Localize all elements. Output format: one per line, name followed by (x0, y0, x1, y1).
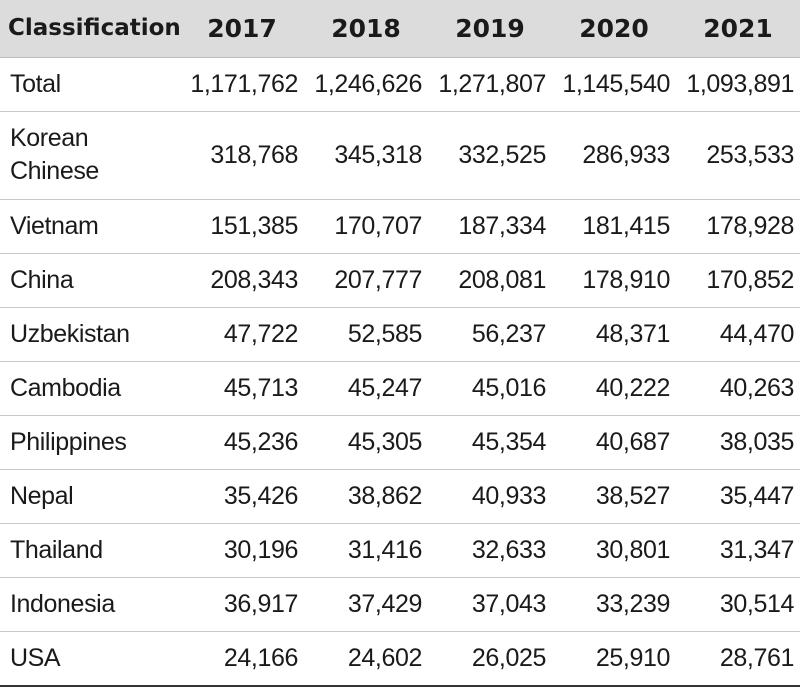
table-cell: 40,933 (428, 469, 552, 524)
table-cell: 345,318 (304, 111, 428, 200)
table-cell: 28,761 (676, 631, 800, 687)
table-cell: 26,025 (428, 631, 552, 687)
table-cell: 45,354 (428, 415, 552, 470)
table-cell: 207,777 (304, 253, 428, 308)
table-cell: 37,429 (304, 577, 428, 632)
table-cell: 31,416 (304, 523, 428, 578)
table-cell: 1,171,762 (180, 57, 304, 112)
column-header-2019: 2019 (428, 0, 552, 58)
table-cell: 178,928 (676, 199, 800, 254)
table-cell: 35,447 (676, 469, 800, 524)
table-row: Vietnam 151,385 170,707 187,334 181,415 178,9… (0, 199, 800, 254)
table-cell: 151,385 (180, 199, 304, 254)
table-cell: 45,305 (304, 415, 428, 470)
table-cell: 38,862 (304, 469, 428, 524)
table-cell: 38,035 (676, 415, 800, 470)
table-cell: 31,347 (676, 523, 800, 578)
table-cell: 24,166 (180, 631, 304, 687)
table-cell: 45,016 (428, 361, 552, 416)
table-row: China 208,343 207,777 208,081 178,910 170,852 (0, 253, 800, 308)
row-label: Total (0, 57, 180, 112)
table-cell: 208,081 (428, 253, 552, 308)
table-cell: 37,043 (428, 577, 552, 632)
table-cell: 33,239 (552, 577, 676, 632)
table-row: Nepal 35,426 38,862 40,933 38,527 35,447 (0, 469, 800, 524)
table-cell: 1,271,807 (428, 57, 552, 112)
table-row: Cambodia 45,713 45,247 45,016 40,222 40,263 (0, 361, 800, 416)
table-cell: 47,722 (180, 307, 304, 362)
table-cell: 208,343 (180, 253, 304, 308)
table-cell: 1,246,626 (304, 57, 428, 112)
table-row: Philippines 45,236 45,305 45,354 40,687 38,03… (0, 415, 800, 470)
table-cell: 1,145,540 (552, 57, 676, 112)
header-row: Classification 2017 2018 2019 2020 2021 (0, 0, 800, 58)
table-cell: 45,247 (304, 361, 428, 416)
table-row: Korean Chinese 318,768 345,318 332,525 286,9… (0, 111, 800, 200)
table-cell: 30,801 (552, 523, 676, 578)
table-cell: 286,933 (552, 111, 676, 200)
row-label: China (0, 253, 180, 308)
row-label: Thailand (0, 523, 180, 578)
table-cell: 181,415 (552, 199, 676, 254)
table-cell: 30,514 (676, 577, 800, 632)
table-row: USA 24,166 24,602 26,025 25,910 28,761 (0, 631, 800, 687)
table-cell: 44,470 (676, 307, 800, 362)
column-header-2021: 2021 (676, 0, 800, 58)
table-cell: 32,633 (428, 523, 552, 578)
table-cell: 45,713 (180, 361, 304, 416)
table-cell: 48,371 (552, 307, 676, 362)
row-label: Korean Chinese (0, 111, 180, 200)
row-label: Nepal (0, 469, 180, 524)
row-label: Indonesia (0, 577, 180, 632)
table-cell: 332,525 (428, 111, 552, 200)
row-label: Cambodia (0, 361, 180, 416)
table-cell: 1,093,891 (676, 57, 800, 112)
column-header-2020: 2020 (552, 0, 676, 58)
table-cell: 40,222 (552, 361, 676, 416)
table-body: Total 1,171,762 1,246,626 1,271,807 1,145,54… (0, 57, 800, 687)
table-cell: 38,527 (552, 469, 676, 524)
table-cell: 25,910 (552, 631, 676, 687)
table-cell: 170,707 (304, 199, 428, 254)
table-cell: 253,533 (676, 111, 800, 200)
column-header-classification: Classification (0, 0, 181, 58)
table-cell: 52,585 (304, 307, 428, 362)
table-row: Thailand 30,196 31,416 32,633 30,801 31,347 (0, 523, 800, 578)
table-cell: 24,602 (304, 631, 428, 687)
table-cell: 170,852 (676, 253, 800, 308)
table-cell: 178,910 (552, 253, 676, 308)
column-header-2017: 2017 (180, 0, 304, 58)
table-cell: 187,334 (428, 199, 552, 254)
column-header-2018: 2018 (304, 0, 428, 58)
table-cell: 35,426 (180, 469, 304, 524)
table-cell: 56,237 (428, 307, 552, 362)
table-cell: 45,236 (180, 415, 304, 470)
table-row: Uzbekistan 47,722 52,585 56,237 48,371 44,470 (0, 307, 800, 362)
table-cell: 40,263 (676, 361, 800, 416)
table-header: Classification 2017 2018 2019 2020 2021 (0, 0, 800, 58)
row-label: Vietnam (0, 199, 180, 254)
row-label: Uzbekistan (0, 307, 180, 362)
table-cell: 36,917 (180, 577, 304, 632)
row-label: USA (0, 631, 180, 687)
table-row: Total 1,171,762 1,246,626 1,271,807 1,145,54… (0, 57, 800, 112)
table-cell: 30,196 (180, 523, 304, 578)
row-label: Philippines (0, 415, 180, 470)
table-row: Indonesia 36,917 37,429 37,043 33,239 30,514 (0, 577, 800, 632)
table-cell: 40,687 (552, 415, 676, 470)
table-cell: 318,768 (180, 111, 304, 200)
